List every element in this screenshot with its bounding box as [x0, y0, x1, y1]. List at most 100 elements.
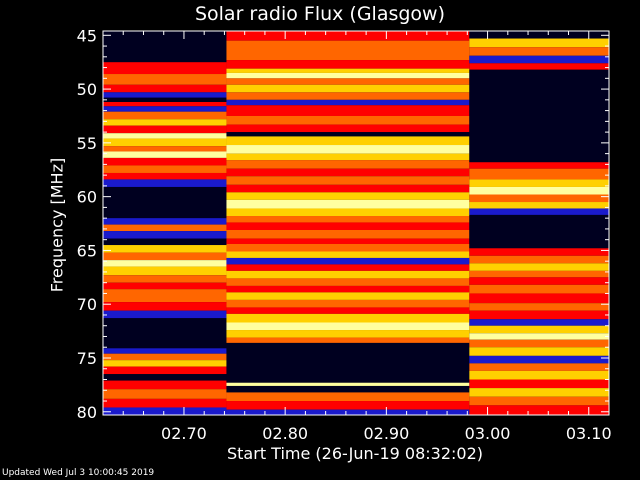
heatmap-band	[103, 231, 227, 239]
heatmap-band	[226, 168, 470, 177]
heatmap-band	[103, 360, 227, 367]
heatmap-band	[103, 366, 227, 375]
heatmap-band	[226, 278, 470, 286]
heatmap-band	[469, 208, 609, 215]
x-axis-label: Start Time (26-Jun-19 08:32:02)	[227, 444, 483, 463]
heatmap-band	[226, 270, 470, 279]
heatmap-band	[226, 208, 470, 217]
heatmap-band	[226, 132, 470, 137]
chart-title: Solar radio Flux (Glasgow)	[194, 3, 446, 25]
heatmap-band	[103, 186, 227, 219]
y-tick-label: 50	[77, 80, 97, 99]
heatmap-band	[103, 172, 227, 180]
heatmap-band	[103, 31, 227, 63]
heatmap-band	[469, 214, 609, 249]
heatmap-band	[103, 74, 227, 85]
heatmap-band	[103, 374, 227, 381]
heatmap-band	[226, 160, 470, 169]
heatmap-band	[226, 313, 470, 323]
heatmap-band	[103, 119, 227, 126]
heatmap-band	[103, 353, 227, 361]
heatmap-band	[226, 285, 470, 293]
heatmap-band	[103, 218, 227, 225]
heatmap-band	[103, 266, 227, 276]
heatmap-band	[469, 270, 609, 278]
heatmap-band	[226, 264, 470, 271]
heatmap-band	[103, 111, 227, 120]
x-tick-label: 03.00	[465, 424, 511, 443]
heatmap-band	[103, 138, 227, 147]
heatmap-band	[103, 224, 227, 232]
heatmap-band	[226, 307, 470, 314]
heatmap-band	[226, 409, 470, 415]
heatmap-band	[469, 325, 609, 334]
heatmap-band	[226, 31, 470, 41]
heatmap-band	[469, 310, 609, 320]
heatmap-band	[226, 92, 470, 100]
heatmap-band	[226, 385, 470, 393]
heatmap-band	[469, 355, 609, 364]
heatmap-band	[226, 78, 470, 85]
heatmap-band	[469, 303, 609, 311]
y-tick-label: 45	[77, 26, 97, 45]
heatmap-band	[226, 145, 470, 154]
y-axis-label: Frequency [MHz]	[47, 157, 67, 293]
heatmap-band	[226, 192, 470, 200]
heatmap-band	[103, 179, 227, 187]
heatmap-band	[469, 319, 609, 326]
heatmap-band	[103, 157, 227, 166]
heatmap-band	[226, 216, 470, 223]
heatmap-band	[226, 176, 470, 185]
heatmap-band	[103, 302, 227, 311]
heatmap-band	[103, 106, 227, 112]
heatmap-band	[226, 348, 470, 383]
y-tick-label: 60	[77, 188, 97, 207]
heatmap-band	[226, 136, 470, 146]
heatmap-band	[469, 179, 609, 187]
heatmap-band	[226, 392, 470, 402]
heatmap-band	[226, 342, 470, 349]
heatmap-band	[226, 382, 470, 386]
heatmap-band	[469, 69, 609, 163]
heatmap-band	[469, 396, 609, 406]
heatmap-band	[226, 222, 470, 230]
heatmap-band	[469, 248, 609, 256]
heatmap-band	[103, 260, 227, 267]
heatmap-band	[226, 243, 470, 252]
heatmap-band	[103, 318, 227, 349]
heatmap-band	[469, 194, 609, 203]
heatmap-band	[469, 263, 609, 271]
heatmap-band	[103, 151, 227, 158]
y-tick-label: 80	[77, 403, 97, 422]
heatmap-band	[103, 101, 227, 107]
heatmap-band	[103, 407, 227, 415]
heatmap-band	[469, 63, 609, 70]
heatmap-band	[226, 153, 470, 161]
heatmap-band	[469, 38, 609, 48]
heatmap-band	[103, 275, 227, 283]
heatmap-band	[226, 229, 470, 239]
heatmap-band	[469, 31, 609, 39]
heatmap-band	[103, 146, 227, 152]
heatmap-band	[103, 238, 227, 246]
heatmap-band	[226, 40, 470, 61]
heatmap-band	[103, 133, 227, 139]
heatmap-band	[469, 202, 609, 209]
y-tick-label: 75	[77, 349, 97, 368]
x-tick-label: 02.80	[262, 424, 308, 443]
heatmap-band	[226, 84, 470, 93]
heatmap-band	[103, 348, 227, 354]
heatmap-band	[469, 277, 609, 285]
heatmap-band	[226, 115, 470, 125]
heatmap-band	[469, 47, 609, 56]
heatmap-band	[103, 245, 227, 253]
heatmap-band	[226, 401, 470, 410]
heatmap-band	[226, 184, 470, 193]
heatmap-band	[226, 292, 470, 300]
y-tick-label: 55	[77, 134, 97, 153]
heatmap-band	[226, 299, 470, 308]
heatmap-band	[469, 379, 609, 389]
heatmap-band	[226, 99, 470, 106]
heatmap-band	[226, 330, 470, 338]
heatmap-band	[226, 251, 470, 258]
